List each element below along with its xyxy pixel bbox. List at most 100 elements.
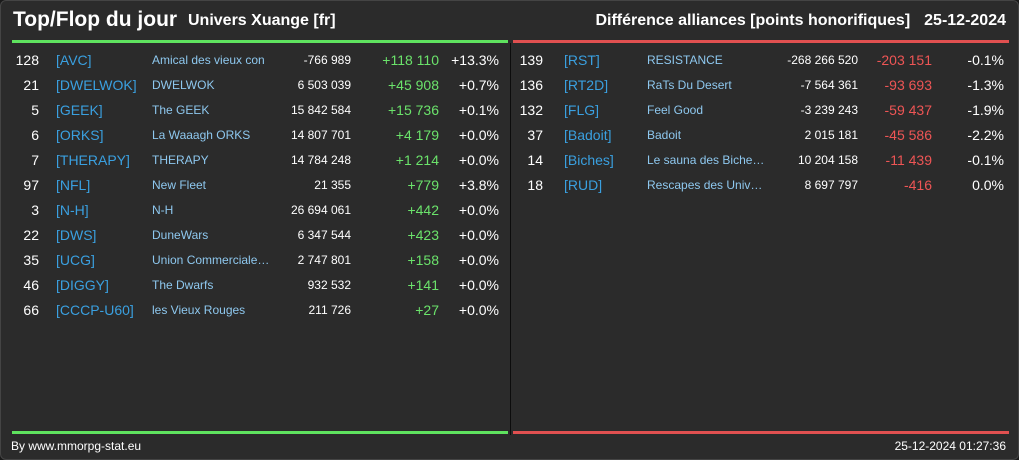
alliance-name-link[interactable]: N-H <box>152 203 174 217</box>
alliance-diff: +45 908 <box>388 77 439 93</box>
alliance-row: 14 [Biches] Le sauna des Biche… 10 204 158 -… <box>513 148 1009 173</box>
alliance-diff: -11 439 <box>885 152 932 168</box>
alliance-name-link[interactable]: The GEEK <box>152 103 210 117</box>
alliance-tag-link[interactable]: [Badoit] <box>564 127 612 143</box>
alliance-diff: +442 <box>407 202 439 218</box>
alliance-points: 6 503 039 <box>297 78 351 92</box>
alliance-row: 21 [DWELWOK] DWELWOK 6 503 039 +45 908 +0.7% <box>12 73 508 98</box>
alliance-row: 3 [N-H] N-H 26 694 061 +442 +0.0% <box>12 198 508 223</box>
alliance-tag-link[interactable]: [UCG] <box>56 252 95 268</box>
alliance-tag-link[interactable]: [Biches] <box>564 152 614 168</box>
alliance-tag-link[interactable]: [CCCP-U60] <box>56 302 134 318</box>
alliance-row: 35 [UCG] Union Commerciale… 2 747 801 +158 +0… <box>12 248 508 273</box>
flop-bar-bottom <box>513 431 1009 434</box>
alliance-diff: +4 179 <box>395 127 439 143</box>
alliance-row: 37 [Badoit] Badoit 2 015 181 -45 586 -2.2% <box>513 123 1009 148</box>
alliance-percent: +0.0% <box>458 277 499 293</box>
alliance-name-link[interactable]: RaTs Du Desert <box>647 78 732 92</box>
alliance-name-link[interactable]: La Waaagh ORKS <box>152 128 251 142</box>
alliance-points: 2 747 801 <box>297 253 351 267</box>
alliance-points: 15 842 584 <box>290 103 351 117</box>
alliance-rank: 3 <box>31 202 39 218</box>
alliance-row: 139 [RST] RESISTANCE -268 266 520 -203 151 -0… <box>513 48 1009 73</box>
alliance-name-link[interactable]: DWELWOK <box>152 78 215 92</box>
alliance-name-link[interactable]: Badoit <box>647 128 682 142</box>
alliance-row: 136 [RT2D] RaTs Du Desert -7 564 361 -93 693… <box>513 73 1009 98</box>
alliance-percent: -0.1% <box>967 152 1004 168</box>
footer-timestamp: 25-12-2024 01:27:36 <box>894 439 1006 453</box>
alliance-tag-link[interactable]: [RUD] <box>564 177 603 193</box>
alliance-row: 132 [FLG] Feel Good -3 239 243 -59 437 -1.9% <box>513 98 1009 123</box>
ranking-subtitle: Différence alliances [points honorifique… <box>595 12 911 29</box>
alliance-percent: +0.0% <box>458 302 499 318</box>
alliance-diff: +1 214 <box>395 152 439 168</box>
alliance-diff: +158 <box>407 252 439 268</box>
alliance-points: 10 204 158 <box>797 153 858 167</box>
alliance-tag-link[interactable]: [FLG] <box>564 102 600 118</box>
header-right: Différence alliances [points honorifique… <box>595 12 1006 30</box>
alliance-percent: +0.7% <box>458 77 499 93</box>
alliance-rank: 35 <box>23 252 39 268</box>
alliance-percent: 0.0% <box>972 177 1004 193</box>
alliance-tag-link[interactable]: [DWS] <box>56 227 97 243</box>
alliance-percent: +3.8% <box>458 177 499 193</box>
alliance-rank: 132 <box>519 102 543 118</box>
alliance-tag-link[interactable]: [ORKS] <box>56 127 104 143</box>
alliance-diff: +118 110 <box>382 52 439 68</box>
alliance-points: 932 532 <box>307 278 351 292</box>
alliance-name-link[interactable]: Feel Good <box>647 103 704 117</box>
alliance-tag-link[interactable]: [THERAPY] <box>56 152 130 168</box>
alliance-percent: -0.1% <box>967 52 1004 68</box>
alliance-percent: +0.0% <box>458 252 499 268</box>
column-divider <box>510 43 511 435</box>
alliance-points: 211 726 <box>308 303 352 317</box>
alliance-name-link[interactable]: The Dwarfs <box>152 278 214 292</box>
alliance-points: -766 989 <box>303 53 351 67</box>
alliance-name-link[interactable]: RESISTANCE <box>647 53 723 67</box>
alliance-tag-link[interactable]: [N-H] <box>56 202 89 218</box>
alliance-tag-link[interactable]: [DWELWOK] <box>56 77 137 93</box>
alliance-name-link[interactable]: Rescapes des Univ… <box>647 178 763 192</box>
flop-list: 139 [RST] RESISTANCE -268 266 520 -203 151 -0… <box>513 48 1009 198</box>
alliance-name-link[interactable]: les Vieux Rouges <box>152 303 246 317</box>
alliance-tag-link[interactable]: [GEEK] <box>56 102 103 118</box>
alliance-diff: -59 437 <box>884 102 932 118</box>
alliance-name-link[interactable]: THERAPY <box>152 153 209 167</box>
alliance-points: 21 355 <box>314 178 351 192</box>
page-title: Top/Flop du jour <box>13 8 178 31</box>
alliance-row: 22 [DWS] DuneWars 6 347 544 +423 +0.0% <box>12 223 508 248</box>
alliance-rank: 21 <box>23 77 39 93</box>
alliance-name-link[interactable]: Union Commerciale… <box>152 253 270 267</box>
alliance-tag-link[interactable]: [DIGGY] <box>56 277 109 293</box>
alliance-tag-link[interactable]: [RT2D] <box>564 77 609 93</box>
universe-label: Univers Xuange [fr] <box>188 12 336 29</box>
top-bar-bottom <box>12 431 508 434</box>
alliance-row: 97 [NFL] New Fleet 21 355 +779 +3.8% <box>12 173 508 198</box>
alliance-tag-link[interactable]: [NFL] <box>56 177 91 193</box>
alliance-name-link[interactable]: Le sauna des Biche… <box>647 153 765 167</box>
alliance-rank: 5 <box>31 102 39 118</box>
alliance-rank: 14 <box>527 152 543 168</box>
alliance-rank: 136 <box>519 77 543 93</box>
alliance-points: -3 239 243 <box>800 103 858 117</box>
alliance-row: 18 [RUD] Rescapes des Univ… 8 697 797 -416 0.… <box>513 173 1009 198</box>
alliance-rank: 128 <box>15 52 39 68</box>
alliance-diff: -45 586 <box>884 127 932 143</box>
alliance-name-link[interactable]: New Fleet <box>152 178 207 192</box>
alliance-diff: -416 <box>903 177 932 193</box>
alliance-points: 2 015 181 <box>804 128 858 142</box>
alliance-points: 6 347 544 <box>297 228 351 242</box>
alliance-name-link[interactable]: Amical des vieux con <box>152 53 265 67</box>
alliance-diff: -93 693 <box>884 77 932 93</box>
alliance-rank: 46 <box>23 277 39 293</box>
alliance-rank: 97 <box>23 177 39 193</box>
header-date: 25-12-2024 <box>924 12 1006 29</box>
alliance-points: -7 564 361 <box>800 78 858 92</box>
alliance-row: 66 [CCCP-U60] les Vieux Rouges 211 726 +27 +0… <box>12 298 508 323</box>
alliance-tag-link[interactable]: [RST] <box>564 52 600 68</box>
alliance-points: -268 266 520 <box>787 53 858 67</box>
alliance-row: 7 [THERAPY] THERAPY 14 784 248 +1 214 +0.0% <box>12 148 508 173</box>
alliance-tag-link[interactable]: [AVC] <box>56 52 92 68</box>
alliance-name-link[interactable]: DuneWars <box>152 228 209 242</box>
